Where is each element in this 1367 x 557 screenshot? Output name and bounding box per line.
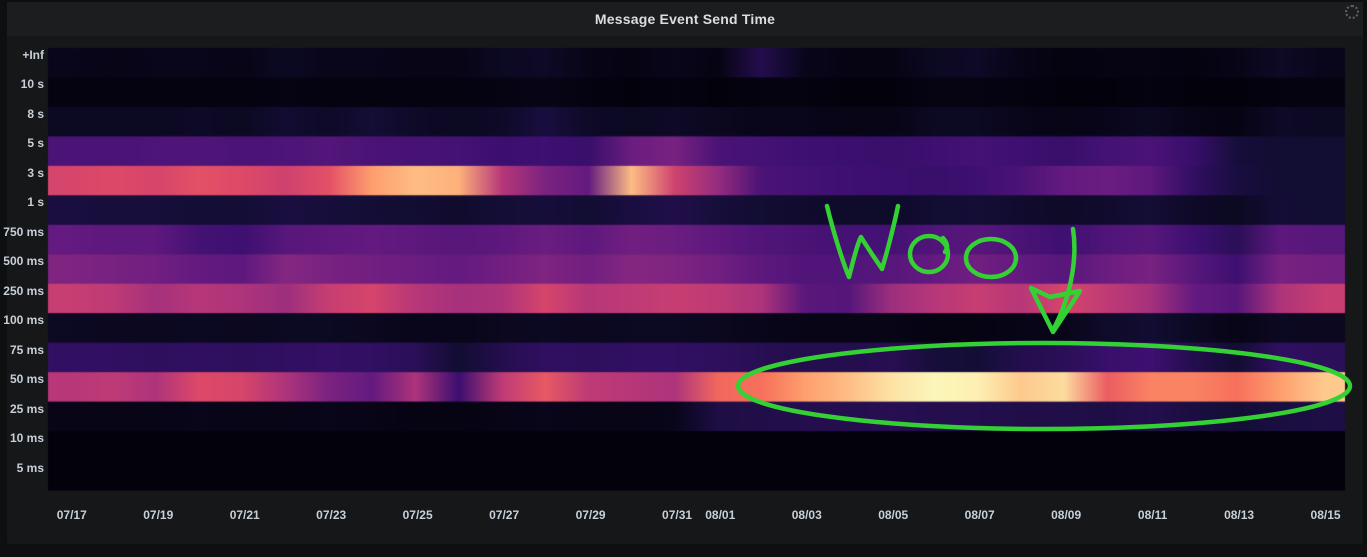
x-axis-label: 07/21: [229, 508, 260, 522]
x-axis-label: 07/25: [402, 508, 433, 522]
x-axis-label: 07/19: [143, 508, 174, 522]
x-axis-label: 08/09: [1051, 508, 1082, 522]
y-axis-label: 75 ms: [9, 342, 44, 357]
x-axis-label: 08/13: [1224, 508, 1255, 522]
y-axis-label: 10 s: [20, 77, 44, 92]
x-axis-label: 07/27: [489, 508, 520, 522]
x-axis-label: 08/07: [964, 508, 995, 522]
y-axis-label: 1 s: [27, 195, 44, 210]
x-axis-label: 07/17: [56, 508, 87, 522]
x-axis-label: 08/15: [1310, 508, 1341, 522]
y-axis-label: +Inf: [22, 48, 44, 62]
y-axis-label: 5 s: [27, 136, 44, 151]
y-axis-label: 750 ms: [3, 224, 44, 239]
y-axis-label: 100 ms: [3, 313, 44, 328]
y-axis-label: 25 ms: [9, 401, 44, 416]
y-axis-label: 5 ms: [16, 460, 44, 475]
y-axis-label: 500 ms: [3, 254, 44, 269]
y-axis-label: 50 ms: [9, 372, 44, 387]
x-axis-label: 08/05: [878, 508, 909, 522]
y-axis-label: 250 ms: [3, 283, 44, 298]
x-axis-label: 07/29: [575, 508, 606, 522]
y-axis-label: 3 s: [27, 165, 44, 180]
y-axis-label: 8 s: [27, 106, 44, 121]
x-axis-label: 07/31: [662, 508, 693, 522]
x-axis-label: 07/23: [316, 508, 347, 522]
x-axis-label: 08/03: [791, 508, 822, 522]
y-axis-label: 10 ms: [9, 431, 44, 446]
x-axis-label: 08/01: [705, 508, 736, 522]
x-axis-label: 08/11: [1137, 508, 1168, 522]
